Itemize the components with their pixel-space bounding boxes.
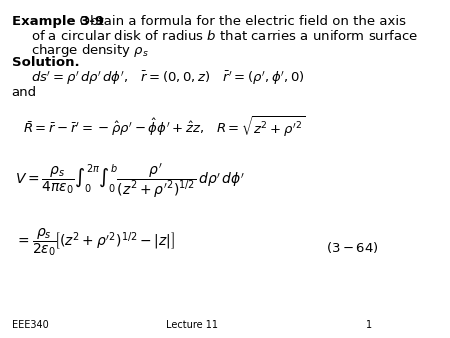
Text: and: and [12,86,36,99]
Text: charge density $\rho_s$: charge density $\rho_s$ [31,42,148,59]
Text: Lecture 11: Lecture 11 [166,319,218,330]
Text: Example 3-9: Example 3-9 [12,15,104,28]
Text: EEE340: EEE340 [12,319,48,330]
Text: $= \dfrac{\rho_s}{2\varepsilon_0}\!\left[(z^2 + \rho'^2)^{1/2} - |z|\right]$: $= \dfrac{\rho_s}{2\varepsilon_0}\!\left… [15,226,176,258]
Text: Solution.: Solution. [12,56,79,69]
Text: of a circular disk of radius $b$ that carries a uniform surface: of a circular disk of radius $b$ that ca… [31,29,418,43]
Text: $\bar{R} = \bar{r} - \bar{r}' = -\hat{\rho}\rho' - \hat{\phi}\phi' + \hat{z}z$, : $\bar{R} = \bar{r} - \bar{r}' = -\hat{\r… [23,115,306,139]
Text: $ds' = \rho'\,d\rho'\,d\phi'$,   $\bar{r} = (0,0,z)$   $\bar{r}' = (\rho',\phi',: $ds' = \rho'\,d\rho'\,d\phi'$, $\bar{r} … [31,69,305,87]
Text: $(3-64)$: $(3-64)$ [326,240,379,255]
Text: Obtain a formula for the electric field on the axis: Obtain a formula for the electric field … [71,15,406,28]
Text: 1: 1 [366,319,372,330]
Text: $V = \dfrac{\rho_s}{4\pi\varepsilon_0}\int_0^{2\pi}\int_0^{b}\dfrac{\rho'}{(z^2 : $V = \dfrac{\rho_s}{4\pi\varepsilon_0}\i… [15,162,246,200]
